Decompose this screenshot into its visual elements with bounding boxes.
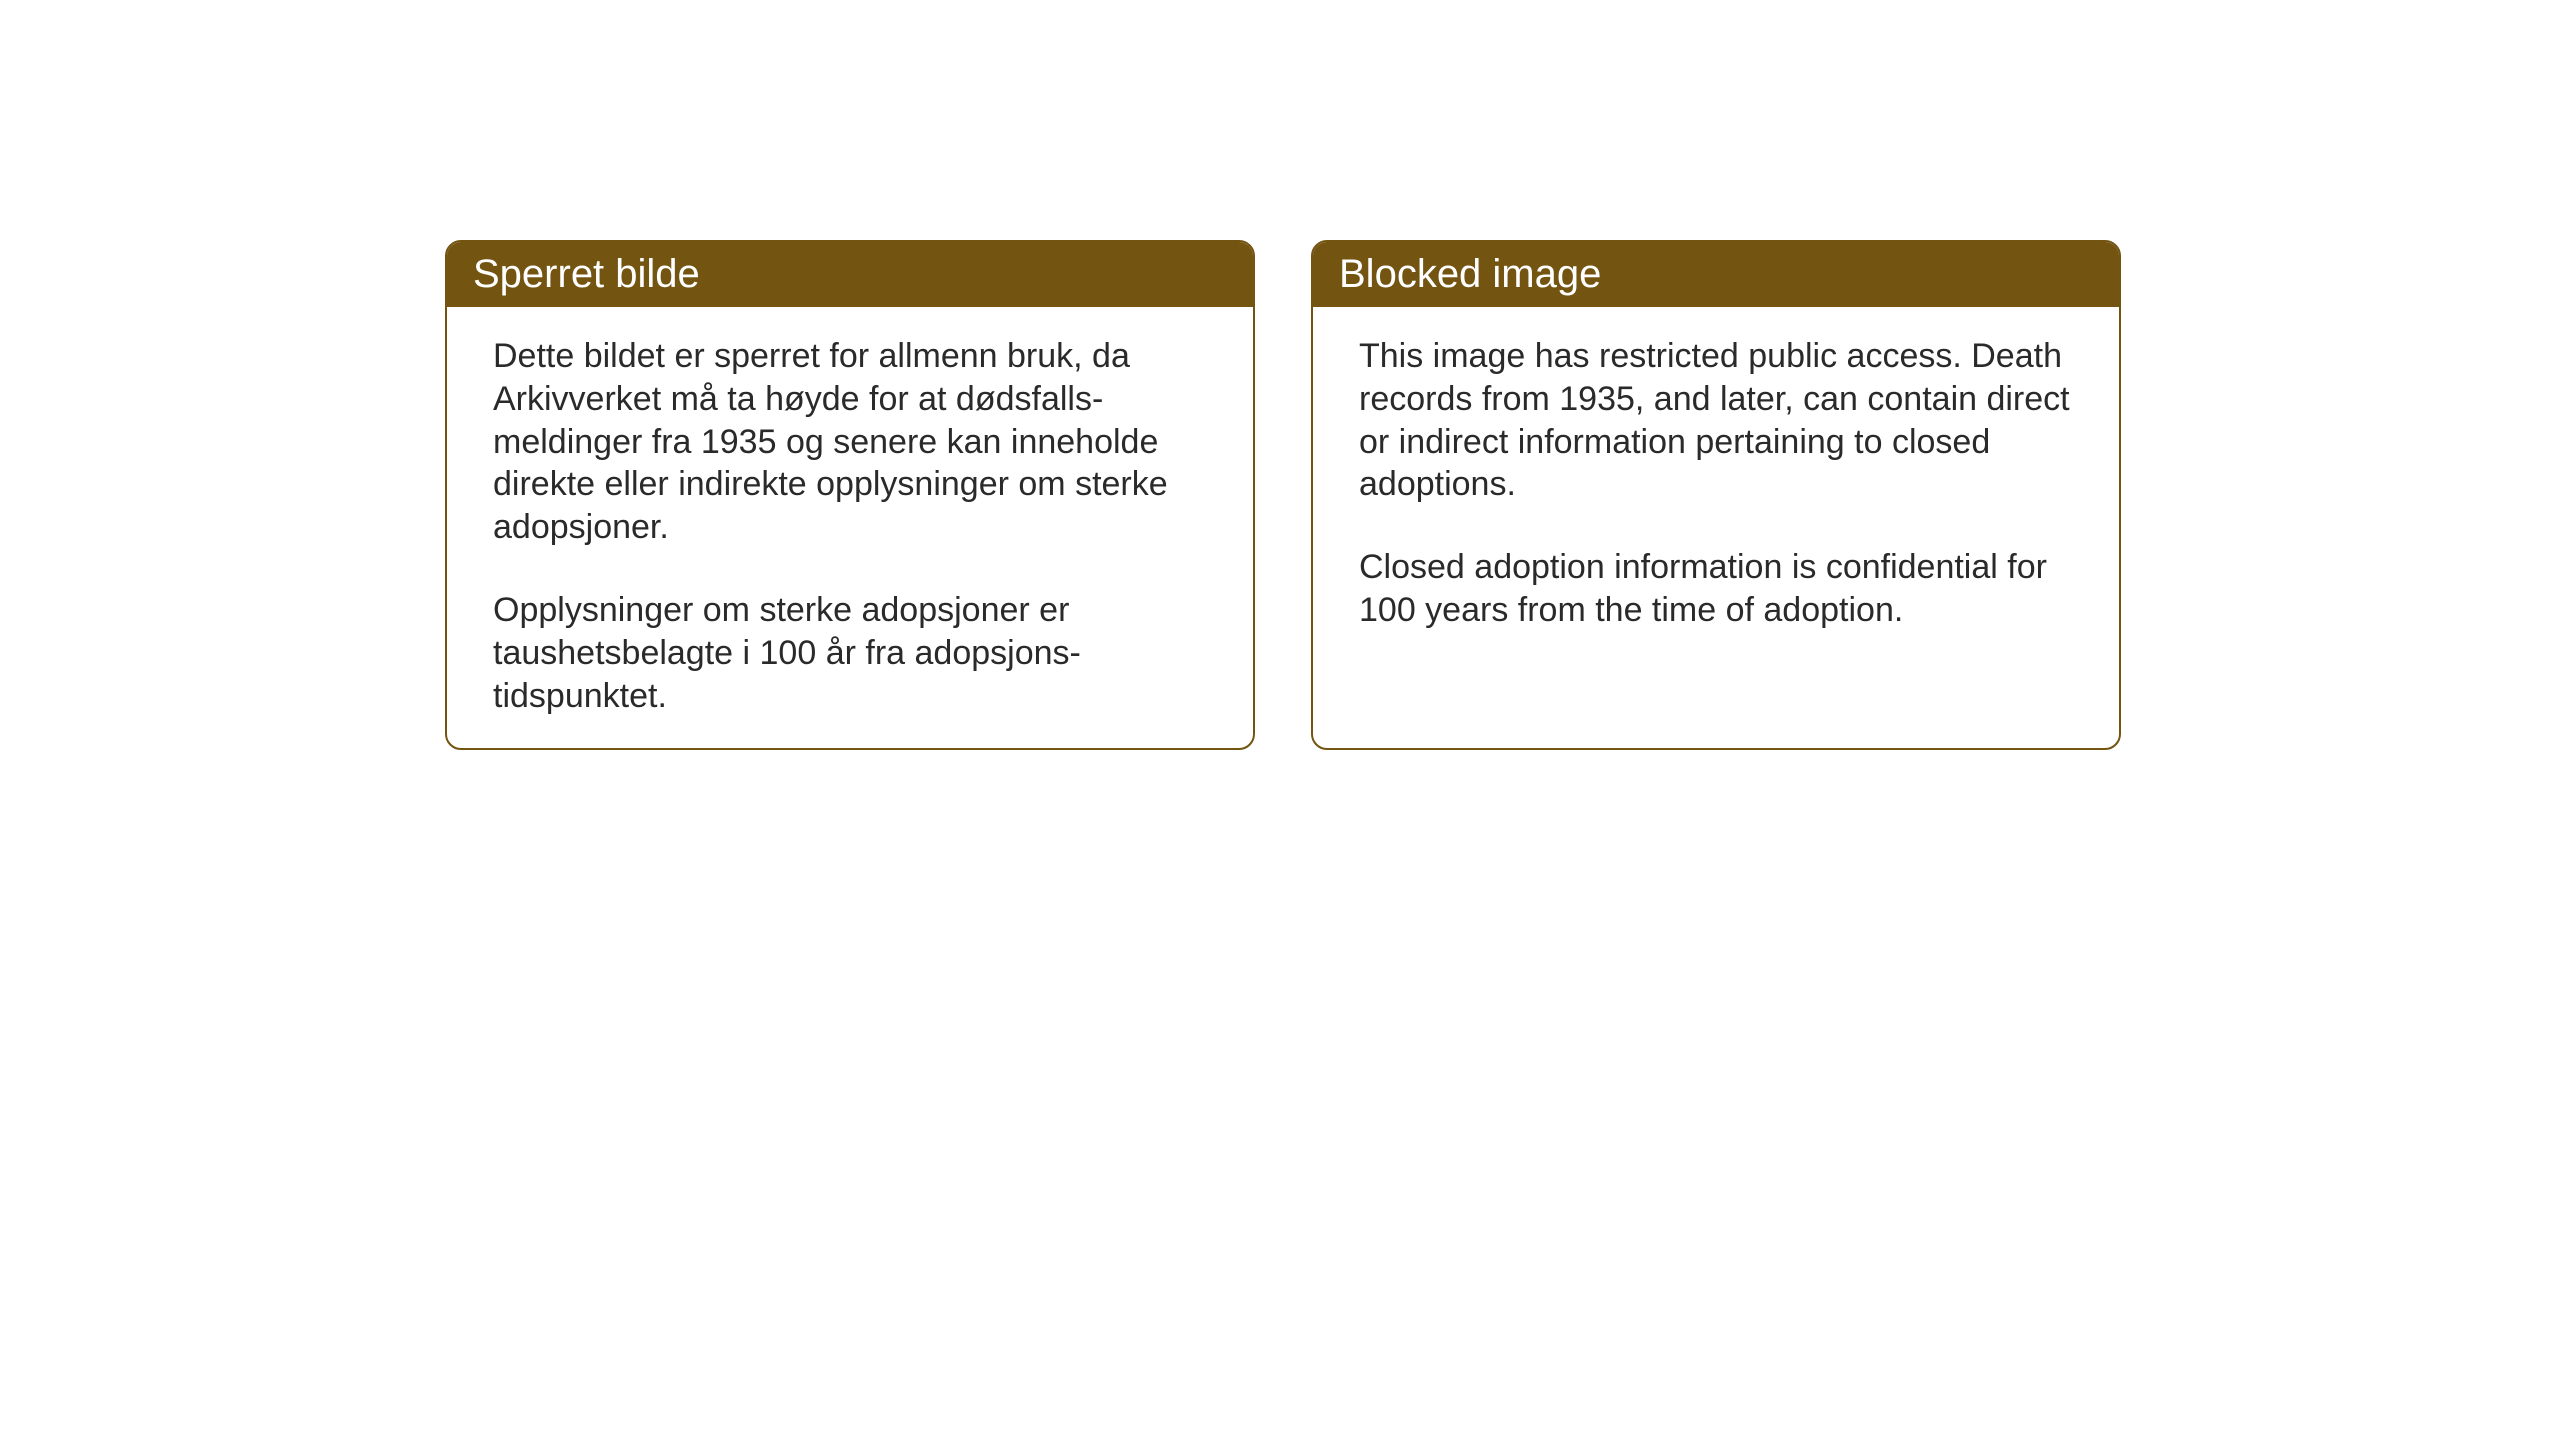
card-header-norwegian: Sperret bilde	[447, 242, 1253, 307]
card-title-english: Blocked image	[1339, 252, 1601, 296]
card-body-english: This image has restricted public access.…	[1313, 307, 2119, 668]
card-title-norwegian: Sperret bilde	[473, 252, 700, 296]
card-header-english: Blocked image	[1313, 242, 2119, 307]
card-body-norwegian: Dette bildet er sperret for allmenn bruk…	[447, 307, 1253, 750]
card-paragraph-1-norwegian: Dette bildet er sperret for allmenn bruk…	[493, 335, 1207, 549]
card-paragraph-1-english: This image has restricted public access.…	[1359, 335, 2073, 506]
cards-container: Sperret bilde Dette bildet er sperret fo…	[445, 240, 2121, 750]
blocked-image-card-english: Blocked image This image has restricted …	[1311, 240, 2121, 750]
card-paragraph-2-english: Closed adoption information is confident…	[1359, 546, 2073, 632]
card-paragraph-2-norwegian: Opplysninger om sterke adopsjoner er tau…	[493, 589, 1207, 717]
blocked-image-card-norwegian: Sperret bilde Dette bildet er sperret fo…	[445, 240, 1255, 750]
